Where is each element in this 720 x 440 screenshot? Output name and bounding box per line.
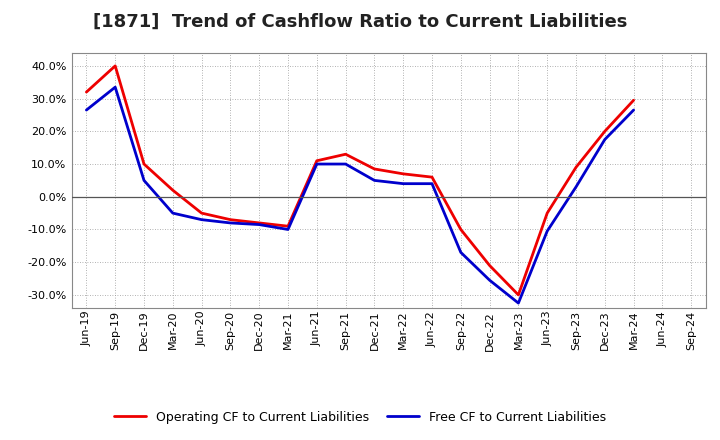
Operating CF to Current Liabilities: [341, 152, 350, 157]
Operating CF to Current Liabilities: [485, 263, 494, 268]
Operating CF to Current Liabilities: [226, 217, 235, 222]
Operating CF to Current Liabilities: [572, 165, 580, 170]
Operating CF to Current Liabilities: [284, 224, 292, 229]
Free CF to Current Liabilities: [572, 184, 580, 190]
Operating CF to Current Liabilities: [255, 220, 264, 226]
Free CF to Current Liabilities: [341, 161, 350, 167]
Free CF to Current Liabilities: [600, 137, 609, 142]
Operating CF to Current Liabilities: [168, 187, 177, 193]
Free CF to Current Liabilities: [140, 178, 148, 183]
Free CF to Current Liabilities: [543, 228, 552, 234]
Operating CF to Current Liabilities: [370, 166, 379, 172]
Operating CF to Current Liabilities: [514, 292, 523, 297]
Line: Free CF to Current Liabilities: Free CF to Current Liabilities: [86, 87, 634, 303]
Free CF to Current Liabilities: [456, 250, 465, 255]
Text: [1871]  Trend of Cashflow Ratio to Current Liabilities: [1871] Trend of Cashflow Ratio to Curren…: [93, 13, 627, 31]
Free CF to Current Liabilities: [284, 227, 292, 232]
Operating CF to Current Liabilities: [111, 63, 120, 69]
Free CF to Current Liabilities: [226, 220, 235, 226]
Line: Operating CF to Current Liabilities: Operating CF to Current Liabilities: [86, 66, 634, 295]
Operating CF to Current Liabilities: [629, 98, 638, 103]
Free CF to Current Liabilities: [82, 107, 91, 113]
Free CF to Current Liabilities: [168, 210, 177, 216]
Free CF to Current Liabilities: [514, 301, 523, 306]
Operating CF to Current Liabilities: [428, 175, 436, 180]
Operating CF to Current Liabilities: [312, 158, 321, 163]
Operating CF to Current Liabilities: [600, 128, 609, 134]
Free CF to Current Liabilities: [312, 161, 321, 167]
Operating CF to Current Liabilities: [456, 227, 465, 232]
Free CF to Current Liabilities: [197, 217, 206, 222]
Free CF to Current Liabilities: [370, 178, 379, 183]
Legend: Operating CF to Current Liabilities, Free CF to Current Liabilities: Operating CF to Current Liabilities, Fre…: [109, 407, 611, 429]
Operating CF to Current Liabilities: [399, 171, 408, 176]
Free CF to Current Liabilities: [255, 222, 264, 227]
Operating CF to Current Liabilities: [197, 210, 206, 216]
Free CF to Current Liabilities: [111, 84, 120, 90]
Free CF to Current Liabilities: [485, 278, 494, 283]
Operating CF to Current Liabilities: [543, 210, 552, 216]
Free CF to Current Liabilities: [629, 107, 638, 113]
Free CF to Current Liabilities: [428, 181, 436, 186]
Operating CF to Current Liabilities: [140, 161, 148, 167]
Operating CF to Current Liabilities: [82, 89, 91, 95]
Free CF to Current Liabilities: [399, 181, 408, 186]
